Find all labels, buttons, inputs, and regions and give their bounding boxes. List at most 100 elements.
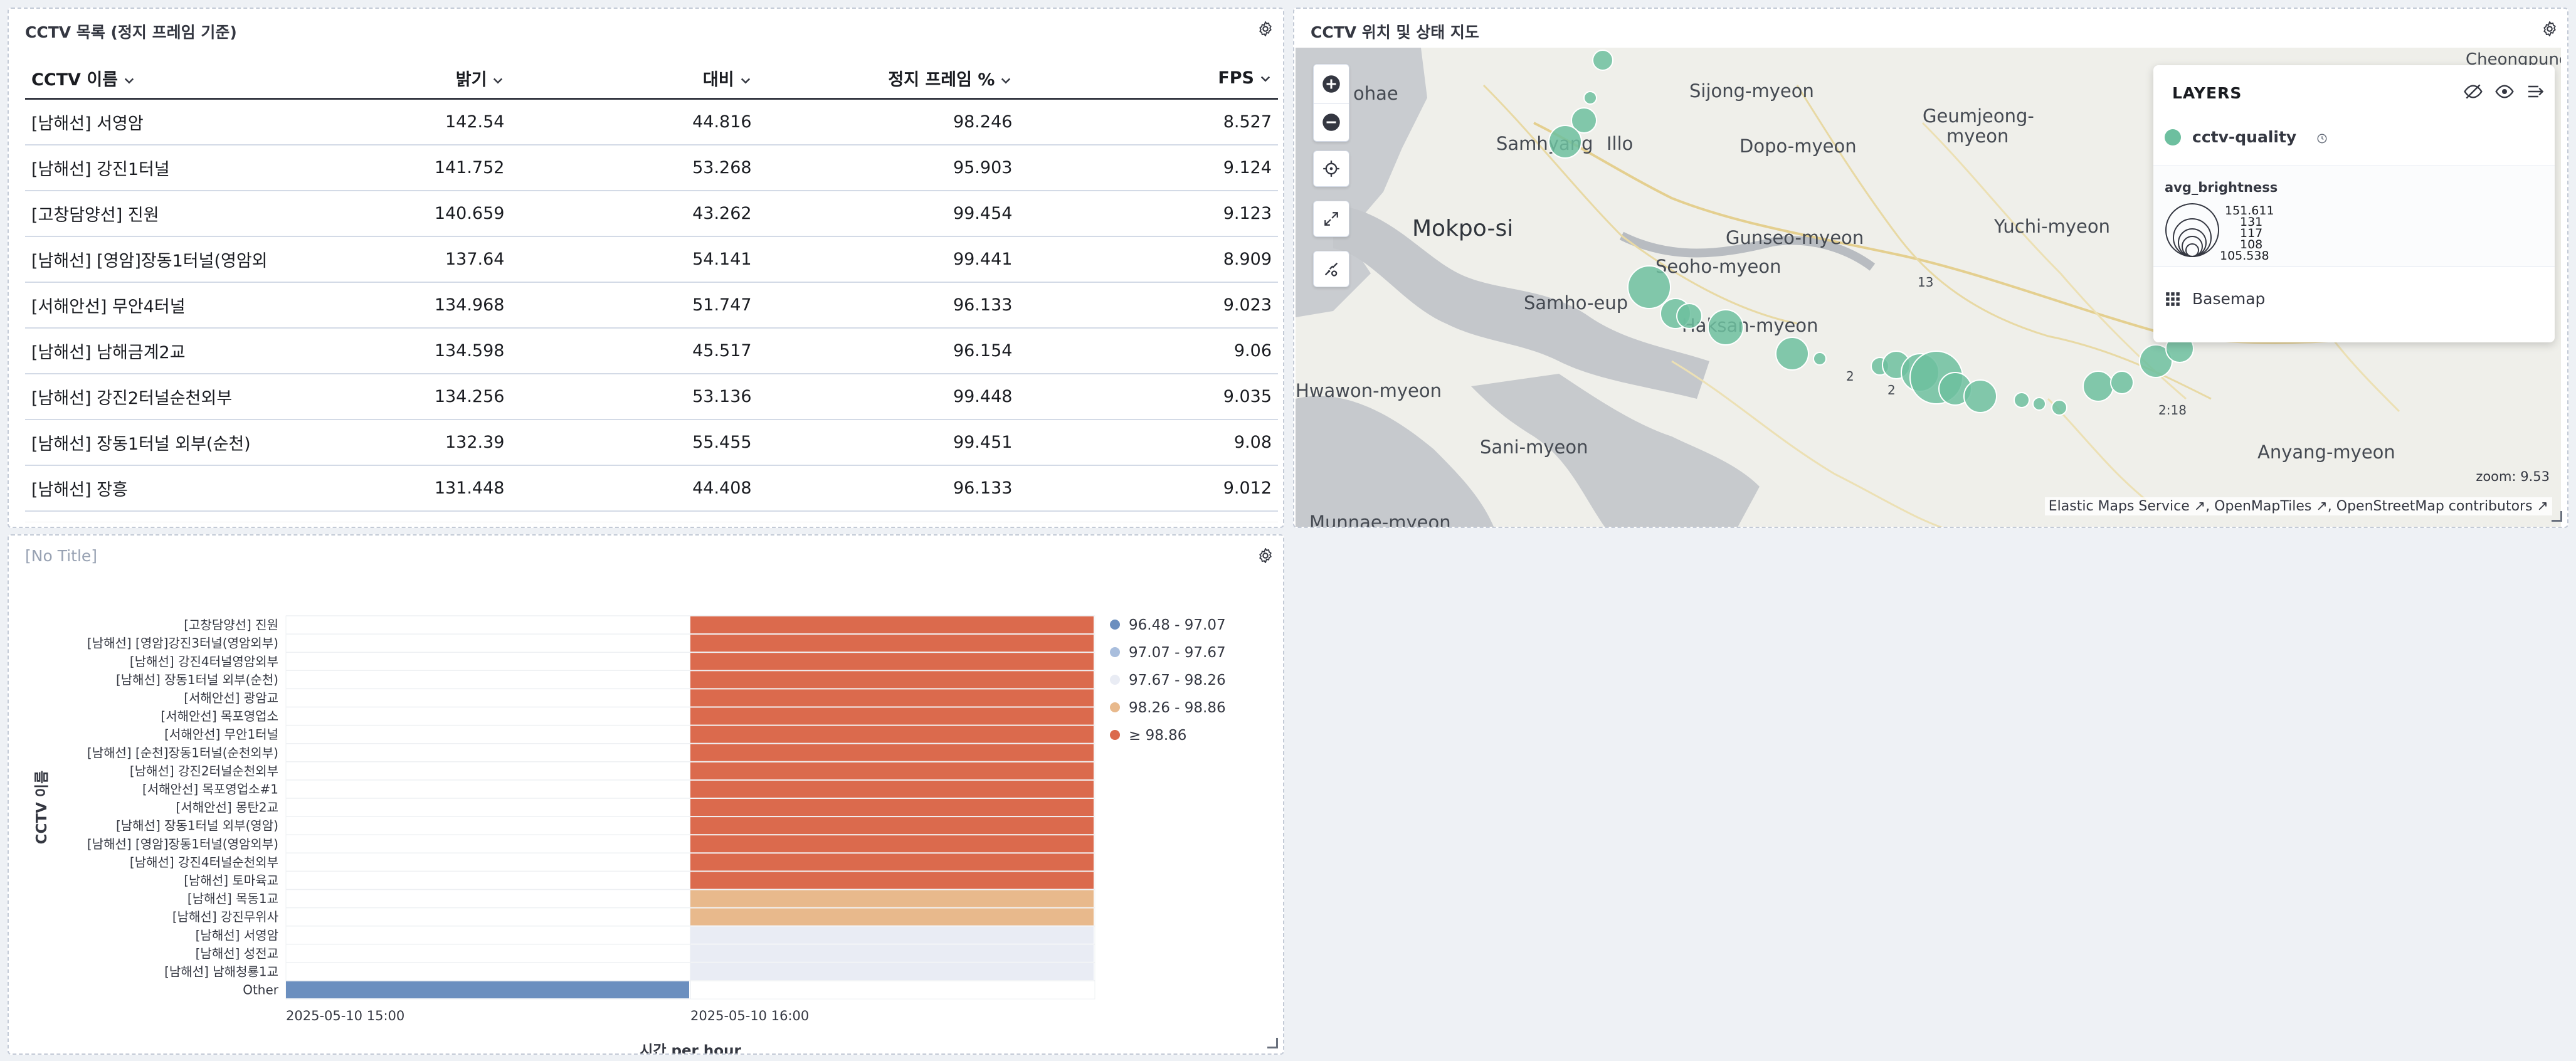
- fullscreen-button[interactable]: [1313, 201, 1349, 237]
- layer-name: Basemap: [2192, 290, 2266, 308]
- heatmap-cell: [690, 780, 1094, 798]
- cctv-point[interactable]: [1627, 265, 1671, 309]
- y-tick-label: [남해선] 성전교: [196, 946, 278, 961]
- road-label: 2:18: [2158, 403, 2187, 418]
- cctv-point[interactable]: [2032, 397, 2046, 411]
- col-header-brightness[interactable]: 밝기: [275, 58, 511, 100]
- panel-settings-button[interactable]: [2538, 18, 2561, 40]
- layer-legend: avg_brightness 151.611 131 117 108 105.5…: [2153, 166, 2555, 267]
- resize-handle[interactable]: [1267, 1038, 1278, 1048]
- table-row: [남해선] [영암]장동1터널(영암외 137.64 54.141 99.441 8.9…: [25, 236, 1278, 283]
- partial-row: [25, 522, 1278, 527]
- clock-icon: [2317, 134, 2327, 144]
- size-legend-value: 108: [2240, 238, 2263, 251]
- col-header-freeze-pct[interactable]: 정지 프레임 %: [757, 58, 1019, 100]
- cctv-point[interactable]: [1548, 125, 1582, 159]
- collapse-panel-icon[interactable]: [2526, 82, 2546, 102]
- legend-swatch: [1110, 647, 1120, 657]
- cell-freeze-pct: 99.441: [757, 236, 1019, 283]
- size-legend-value: 131: [2240, 215, 2263, 229]
- heatmap-cell: [690, 707, 1094, 725]
- attribution-link[interactable]: OpenStreetMap contributors: [2336, 499, 2533, 514]
- cctv-point[interactable]: [2014, 392, 2030, 408]
- x-tick-label: 2025-05-10 16:00: [690, 1008, 809, 1023]
- cell-fps: 9.035: [1018, 374, 1278, 420]
- attribution-link[interactable]: OpenMapTiles: [2214, 499, 2312, 514]
- layer-row-cctv-quality[interactable]: cctv-quality: [2165, 120, 2543, 158]
- cell-name: [남해선] 남해금계2교: [25, 328, 276, 374]
- cell-fps: 9.124: [1018, 145, 1278, 191]
- place-label: Gunseo-myeon: [1726, 227, 1864, 248]
- layer-row-basemap[interactable]: Basemap: [2165, 282, 2543, 317]
- resize-handle[interactable]: [2552, 511, 2562, 522]
- y-tick-label: [남해선] 강진4터널영암외부: [130, 654, 278, 669]
- layers-title: LAYERS: [2172, 84, 2242, 102]
- expand-icon: [1324, 212, 1338, 226]
- heatmap-cell: [690, 908, 1094, 926]
- cctv-point[interactable]: [2110, 371, 2134, 394]
- panel-title: CCTV 위치 및 상태 지도: [1311, 23, 1479, 41]
- external-link-icon: ↗,: [2189, 499, 2215, 514]
- y-tick-label: [남해선] 장동1터널 외부(영암): [116, 818, 278, 833]
- cctv-point[interactable]: [2082, 371, 2114, 402]
- heatmap-cell: [690, 671, 1094, 689]
- cell-brightness: 134.968: [275, 282, 511, 329]
- col-header-name[interactable]: CCTV 이름: [25, 58, 276, 100]
- x-axis-title: 시간 per hour: [640, 1043, 741, 1053]
- cell-brightness: 137.64: [275, 236, 511, 283]
- cell-fps: 9.023: [1018, 282, 1278, 329]
- panel-settings-button[interactable]: [1254, 544, 1277, 567]
- chart-panel: [No Title] [고창담양선] 진원 [남해선] [영암]강진3터널(영암외…: [8, 534, 1284, 1055]
- y-tick-label: [고창담양선] 진원: [184, 618, 278, 633]
- cctv-point[interactable]: [1583, 91, 1597, 105]
- cctv-point[interactable]: [2051, 399, 2067, 416]
- size-legend-value: 117: [2240, 226, 2263, 240]
- cctv-point[interactable]: [1571, 107, 1597, 134]
- heatmap-cell: [690, 689, 1094, 707]
- cctv-point[interactable]: [1963, 379, 1997, 413]
- legend-label: 98.26 - 98.86: [1129, 700, 1226, 716]
- cctv-point[interactable]: [1775, 337, 1809, 371]
- col-header-label: 대비: [702, 70, 734, 90]
- cell-name: [남해선] 장동1터널 외부(순천): [25, 420, 276, 466]
- heatmap-chart: [고창담양선] 진원 [남해선] [영암]강진3터널(영암외부) [남해선] 강진4…: [34, 615, 1226, 1053]
- legend-label: 96.48 - 97.07: [1129, 617, 1226, 633]
- cctv-point[interactable]: [2139, 344, 2173, 378]
- col-header-label: 정지 프레임 %: [888, 70, 995, 90]
- map-canvas[interactable]: ohae Sijong-myeon Geumjeong- myeon Samhy…: [1296, 48, 2561, 527]
- cctv-point[interactable]: [1676, 303, 1702, 329]
- draw-tools-button[interactable]: [1313, 251, 1349, 287]
- cctv-point[interactable]: [1592, 50, 1613, 71]
- y-tick-label: [남해선] 토마육교: [184, 873, 278, 888]
- cell-freeze-pct: 99.454: [757, 191, 1019, 237]
- heatmap-cell: [286, 981, 689, 999]
- heatmap-cell: [690, 744, 1094, 761]
- col-header-fps[interactable]: FPS: [1018, 58, 1278, 100]
- heatmap-cell: [690, 944, 1094, 962]
- cctv-point[interactable]: [1813, 352, 1827, 366]
- attribution-link[interactable]: Elastic Maps Service: [2048, 499, 2190, 514]
- place-label: Hwawon-myeon: [1296, 380, 1442, 401]
- cell-name: [남해선] 강진1터널: [25, 145, 276, 191]
- table-row: [남해선] 서영암 142.54 44.816 98.246 8.527: [25, 98, 1278, 145]
- cell-name: [서해안선] 무안4터널: [25, 282, 276, 329]
- y-tick-label: [서해안선] 무안1터널: [164, 727, 278, 742]
- y-tick-label: [남해선] 장동1터널 외부(순천): [116, 672, 278, 687]
- zoom-in-button[interactable]: [1314, 65, 1349, 103]
- cell-brightness: 134.598: [275, 328, 511, 374]
- eye-closed-icon[interactable]: [2463, 82, 2483, 102]
- y-tick-label: [서해안선] 목포영업소: [161, 709, 278, 724]
- heatmap-cell: [690, 817, 1094, 835]
- col-header-label: CCTV 이름: [31, 70, 119, 90]
- place-label: Sani-myeon: [1480, 436, 1588, 458]
- chevron-down-icon: [124, 78, 134, 84]
- cell-fps: 9.08: [1018, 420, 1278, 466]
- eye-icon[interactable]: [2494, 82, 2515, 102]
- y-tick-label: [남해선] [영암]강진3터널(영암외부): [87, 636, 278, 651]
- zoom-out-button[interactable]: [1314, 103, 1349, 141]
- col-header-contrast[interactable]: 대비: [510, 58, 758, 100]
- panel-settings-button[interactable]: [1254, 18, 1277, 40]
- locate-button[interactable]: [1313, 150, 1349, 187]
- y-tick-label: [남해선] [영암]장동1터널(영암외부): [87, 837, 278, 852]
- cctv-point[interactable]: [1708, 309, 1744, 346]
